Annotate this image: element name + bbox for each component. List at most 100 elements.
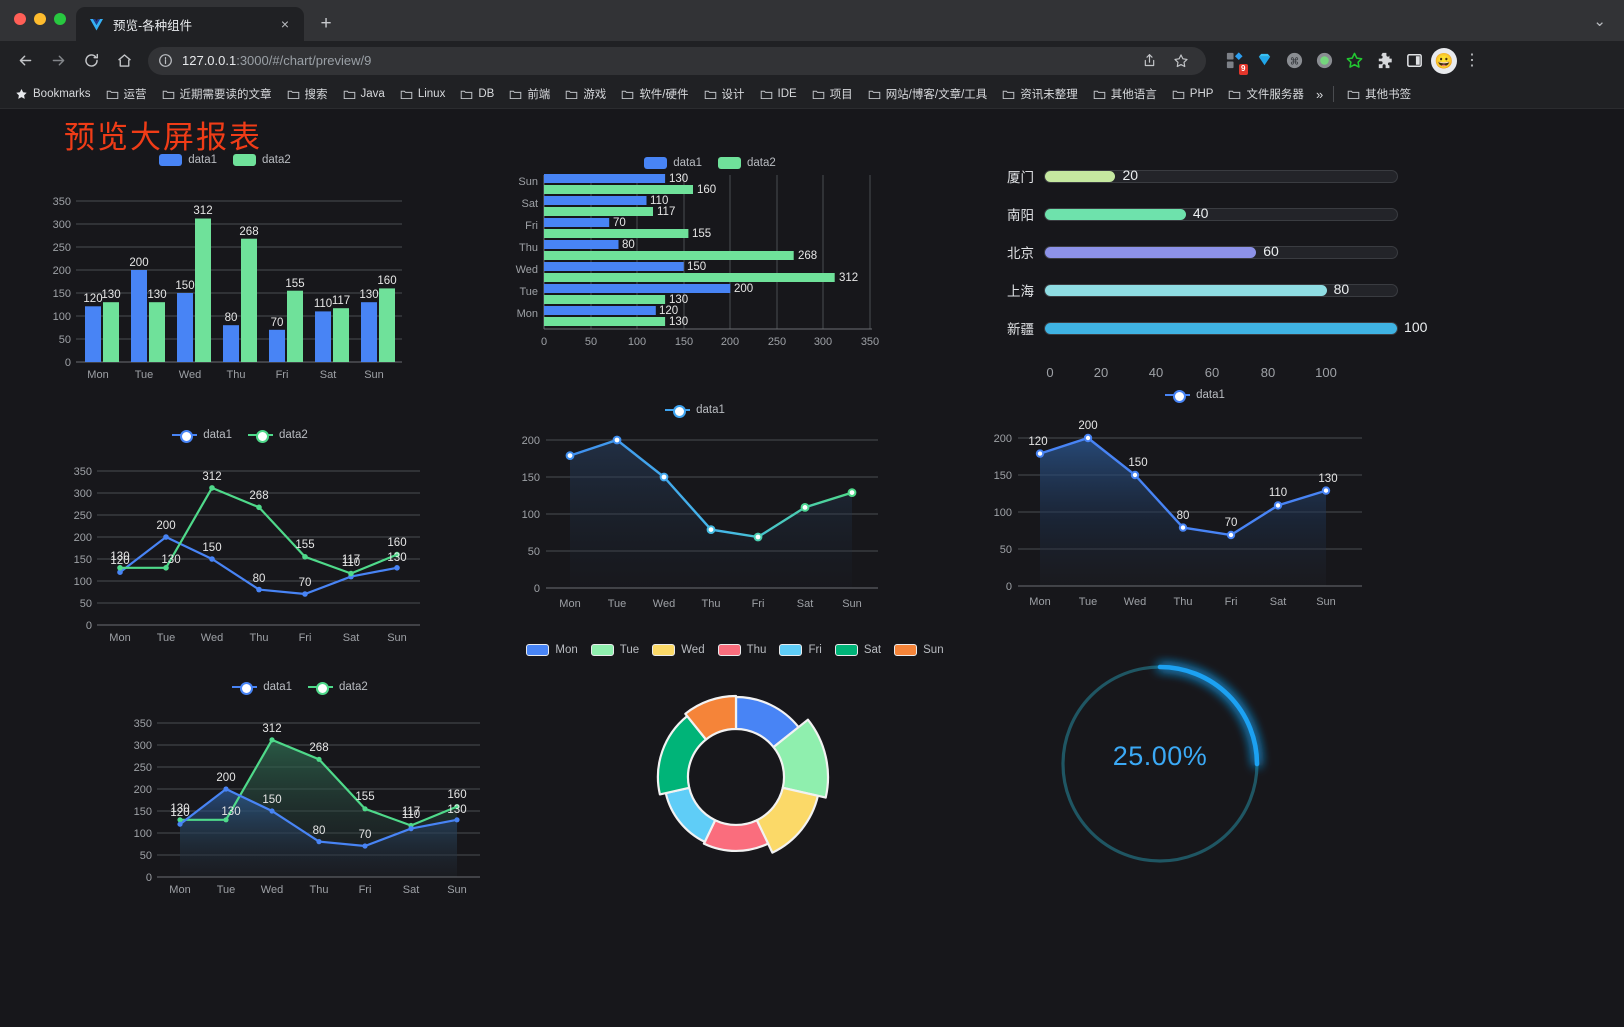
legend-label: data1 [673, 157, 702, 169]
legend-item-sun[interactable]: Sun [894, 644, 944, 656]
bookmark-folder[interactable]: 前端 [502, 83, 557, 105]
progress-fill [1045, 246, 1257, 258]
new-tab-button[interactable]: + [320, 13, 332, 34]
bookmark-folder[interactable]: Linux [393, 85, 453, 104]
svg-text:Sun: Sun [842, 598, 862, 610]
minimize-window-button[interactable] [34, 13, 46, 25]
legend-item-tue[interactable]: Tue [590, 644, 639, 656]
progress-fill [1045, 170, 1116, 182]
bookmark-folder[interactable]: 运营 [99, 83, 154, 105]
svg-text:Fri: Fri [525, 220, 538, 232]
home-button[interactable] [109, 46, 139, 76]
circle-green-icon[interactable] [1311, 48, 1337, 74]
legend-item-data2[interactable]: data2 [718, 157, 776, 169]
legend-item-data1[interactable]: data1 [172, 429, 232, 443]
bookmark-folder[interactable]: 资讯未整理 [995, 83, 1085, 105]
legend-label: Sat [863, 644, 882, 656]
bookmark-folder[interactable]: IDE [753, 85, 804, 104]
legend-item-data2[interactable]: data2 [233, 154, 291, 166]
legend-item-wed[interactable]: Wed [652, 644, 705, 656]
bookmark-folder[interactable]: 网站/博客/文章/工具 [861, 83, 995, 105]
diamond-icon[interactable] [1251, 48, 1277, 74]
forward-button[interactable] [43, 46, 73, 76]
sidepanel-icon[interactable] [1401, 48, 1427, 74]
maximize-window-button[interactable] [54, 13, 66, 25]
bookmark-label: 软件/硬件 [639, 89, 689, 101]
svg-text:Sat: Sat [320, 369, 337, 381]
reload-button[interactable] [76, 46, 106, 76]
svg-text:Thu: Thu [227, 369, 246, 381]
folder-icon [1172, 88, 1185, 101]
browser-tab[interactable]: 预览-各种组件 × [76, 7, 304, 41]
svg-text:70: 70 [299, 577, 312, 589]
bookmark-folder[interactable]: PHP [1165, 85, 1221, 104]
folder-icon [621, 88, 634, 101]
bookmark-folder[interactable]: 其他语言 [1086, 83, 1164, 105]
legend-item-data1[interactable]: data1 [159, 154, 217, 166]
legend-item-data1[interactable]: data1 [665, 404, 725, 418]
bookmark-folder[interactable]: 设计 [697, 83, 752, 105]
svg-text:130: 130 [110, 551, 129, 563]
bookmarks-root[interactable]: Bookmarks [8, 85, 98, 104]
legend-swatch [779, 644, 803, 656]
back-button[interactable] [10, 46, 40, 76]
legend-item-sat[interactable]: Sat [834, 644, 882, 656]
svg-text:268: 268 [309, 742, 328, 754]
progress-bar-chart: 厦门 20 南阳 40 北京 60 [998, 157, 1427, 407]
bookmark-folder[interactable]: 文件服务器 [1221, 83, 1311, 105]
svg-text:Sun: Sun [387, 632, 407, 644]
svg-text:150: 150 [262, 794, 281, 806]
other-bookmarks-folder[interactable]: 其他书签 [1340, 83, 1418, 105]
bookmark-folder[interactable]: 近期需要读的文章 [155, 83, 279, 105]
bookmark-folder[interactable]: 项目 [805, 83, 860, 105]
bookmark-folder[interactable]: DB [453, 85, 501, 104]
legend-item-data2[interactable]: data2 [308, 681, 368, 695]
bookmarks-root-label: Bookmarks [33, 88, 91, 100]
svg-text:Sat: Sat [797, 598, 814, 610]
svg-text:200: 200 [129, 257, 148, 269]
puzzle-badge-icon[interactable]: 9 [1221, 48, 1248, 75]
address-bar[interactable]: 127.0.0.1:3000/#/chart/preview/9 [148, 46, 1206, 76]
legend-item-thu[interactable]: Thu [717, 644, 766, 656]
svg-text:250: 250 [768, 336, 786, 348]
legend-item-data1[interactable]: data1 [644, 157, 702, 169]
share-icon[interactable] [1134, 46, 1164, 76]
bookmarks-overflow-button[interactable]: » [1315, 86, 1324, 102]
puzzle-icon[interactable] [1371, 48, 1397, 74]
tabstrip: 预览-各种组件 × + [0, 0, 340, 41]
bar-chart-svg: 350 300 250 200 150 100 50 0 [53, 196, 402, 381]
page-title: 预览大屏报表 [64, 120, 262, 155]
gauge-value-text: 25.00% [1112, 741, 1208, 771]
bookmark-folder[interactable]: 搜索 [280, 83, 335, 105]
kebab-menu-icon[interactable]: ⋮ [1464, 51, 1480, 69]
svg-text:50: 50 [59, 334, 71, 346]
window-controls[interactable] [14, 13, 66, 25]
legend-label: Wed [681, 644, 705, 656]
legend-item-mon[interactable]: Mon [526, 644, 578, 656]
star-icon[interactable] [1166, 46, 1196, 76]
legend-item-data1[interactable]: data1 [1165, 389, 1225, 403]
avatar[interactable]: 😀 [1431, 47, 1457, 74]
bookmark-folder[interactable]: 软件/硬件 [614, 83, 695, 105]
legend-item-data2[interactable]: data2 [248, 429, 308, 443]
point-value-labels: 120 130 200 130 150 312 80 268 70 155 11… [110, 471, 406, 589]
svg-text:110: 110 [314, 298, 332, 310]
site-info-icon[interactable] [158, 53, 173, 68]
folder-icon [868, 88, 881, 101]
chevron-down-icon[interactable]: ⌄ [1593, 13, 1606, 30]
close-icon[interactable]: × [280, 16, 290, 32]
star-outline-green-icon[interactable] [1341, 48, 1367, 74]
bookmark-folder[interactable]: Java [336, 85, 392, 104]
legend-item-fri[interactable]: Fri [779, 644, 822, 656]
extensions-row: 9 ⌘ 😀 ⋮ [1217, 47, 1483, 75]
area-chart-single: data1 200 150 100 50 0 [970, 389, 1390, 629]
donut-svg [656, 694, 830, 854]
svg-text:Fri: Fri [299, 632, 312, 644]
close-window-button[interactable] [14, 13, 26, 25]
bookmark-folder[interactable]: 游戏 [558, 83, 613, 105]
folder-icon [565, 88, 578, 101]
bookmark-label: 前端 [527, 89, 551, 101]
command-icon[interactable]: ⌘ [1281, 48, 1307, 74]
legend-item-data1[interactable]: data1 [232, 681, 292, 695]
progress-label: 上海 [1007, 284, 1034, 299]
